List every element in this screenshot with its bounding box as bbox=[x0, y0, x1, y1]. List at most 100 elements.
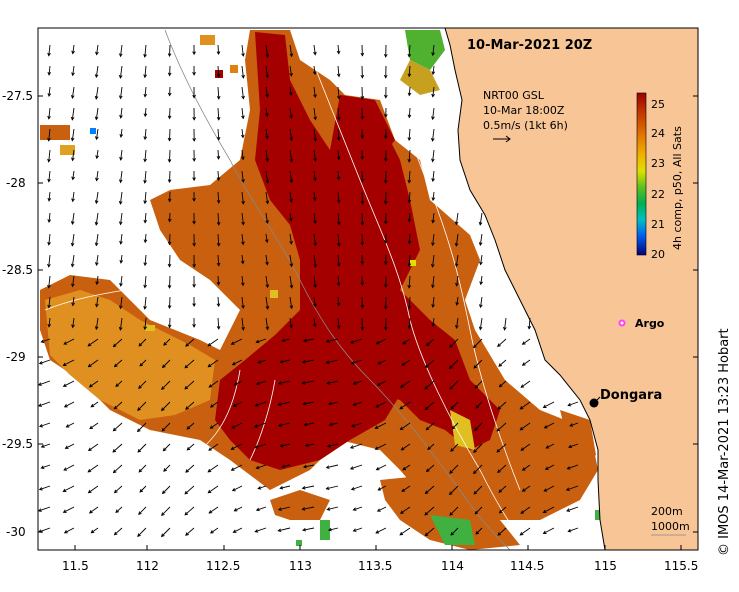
current-arrow-head bbox=[230, 341, 235, 345]
current-arrow-head bbox=[384, 94, 388, 99]
current-arrow-head bbox=[112, 427, 117, 432]
current-arrow-head bbox=[167, 305, 172, 310]
current-arrow bbox=[217, 296, 220, 307]
current-arrow-head bbox=[161, 386, 165, 390]
current-arrow-head bbox=[161, 490, 166, 495]
current-arrow-head bbox=[216, 200, 221, 204]
current-arrow bbox=[302, 401, 315, 405]
current-arrow bbox=[473, 485, 483, 495]
current-arrow bbox=[475, 527, 483, 535]
current-arrow bbox=[72, 317, 75, 328]
current-arrow bbox=[265, 44, 269, 57]
current-arrow bbox=[169, 296, 171, 309]
current-arrow-head bbox=[94, 136, 99, 141]
current-arrow bbox=[337, 170, 340, 180]
current-arrow bbox=[289, 275, 293, 288]
current-arrow-head bbox=[474, 427, 478, 432]
current-arrow-head bbox=[289, 72, 293, 77]
current-arrow-head bbox=[62, 488, 67, 492]
current-arrow-head bbox=[289, 263, 294, 268]
current-arrow-head bbox=[87, 469, 92, 473]
current-arrow bbox=[302, 359, 315, 363]
current-arrow-head bbox=[87, 363, 92, 368]
current-arrow-head bbox=[143, 158, 147, 163]
current-arrow bbox=[313, 149, 316, 162]
current-arrow bbox=[241, 128, 244, 138]
current-arrow-head bbox=[47, 52, 51, 57]
current-arrow bbox=[497, 464, 507, 473]
current-arrow bbox=[432, 44, 435, 56]
current-arrow bbox=[408, 107, 411, 118]
current-arrow-head bbox=[454, 263, 459, 268]
colorbar-label: 4h comp, p50, All Sats bbox=[671, 126, 684, 250]
current-arrow-head bbox=[377, 487, 382, 491]
current-arrow-head bbox=[301, 381, 306, 385]
current-arrow bbox=[162, 359, 171, 368]
current-arrow bbox=[163, 443, 171, 452]
current-arrow bbox=[71, 212, 75, 225]
y-tick-label: -29.5 bbox=[2, 437, 33, 451]
current-arrow-head bbox=[47, 93, 52, 98]
current-arrow-head bbox=[377, 361, 382, 365]
current-arrow bbox=[241, 296, 244, 309]
current-arrow-head bbox=[478, 221, 483, 226]
current-arrow bbox=[185, 527, 195, 536]
current-arrow bbox=[169, 254, 171, 267]
current-arrow bbox=[144, 296, 147, 309]
current-arrow-head bbox=[383, 326, 388, 331]
current-arrow bbox=[210, 401, 219, 408]
current-arrow-head bbox=[95, 155, 99, 160]
current-arrow bbox=[337, 107, 340, 120]
current-arrow-head bbox=[277, 402, 282, 407]
colorbar-tick: 25 bbox=[651, 98, 665, 111]
current-arrow bbox=[449, 359, 459, 369]
current-arrow-head bbox=[167, 198, 172, 203]
current-arrow-head bbox=[497, 469, 501, 474]
current-arrow bbox=[425, 401, 435, 410]
current-arrow bbox=[265, 149, 269, 162]
current-arrow-head bbox=[255, 381, 260, 386]
current-arrow bbox=[337, 275, 340, 286]
current-arrow-head bbox=[240, 260, 245, 265]
current-arrow bbox=[144, 212, 147, 223]
current-arrow bbox=[520, 401, 531, 410]
current-arrow-head bbox=[255, 339, 260, 344]
current-arrow bbox=[289, 233, 292, 244]
current-arrow bbox=[241, 212, 244, 225]
current-arrow bbox=[234, 380, 243, 386]
current-arrow bbox=[497, 527, 507, 536]
current-arrow bbox=[337, 317, 340, 329]
current-arrow-head bbox=[207, 489, 212, 494]
current-arrow bbox=[303, 338, 315, 342]
current-arrow bbox=[302, 527, 315, 531]
current-arrow bbox=[144, 149, 147, 162]
current-arrow bbox=[48, 275, 51, 288]
current-arrow bbox=[71, 86, 75, 99]
current-arrow-head bbox=[569, 423, 574, 427]
current-arrow bbox=[138, 506, 147, 515]
current-arrow-head bbox=[184, 511, 189, 516]
current-arrow bbox=[432, 296, 435, 308]
current-arrow-head bbox=[527, 325, 532, 330]
argo-label: Argo bbox=[635, 317, 665, 330]
current-arrow-head bbox=[349, 340, 354, 344]
map-title: 10-Mar-2021 20Z bbox=[467, 38, 592, 53]
current-arrow-head bbox=[167, 53, 172, 58]
current-arrow-head bbox=[40, 465, 45, 469]
current-arrow-head bbox=[399, 531, 404, 536]
current-arrow-head bbox=[265, 158, 270, 163]
current-arrows bbox=[38, 44, 579, 538]
current-arrow bbox=[520, 506, 531, 514]
current-arrow-head bbox=[70, 116, 75, 121]
current-arrow bbox=[265, 170, 269, 183]
current-arrow bbox=[427, 443, 435, 450]
current-arrow-head bbox=[336, 325, 341, 330]
current-arrow-head bbox=[543, 425, 548, 429]
current-arrow bbox=[139, 359, 147, 367]
current-arrow-head bbox=[498, 489, 503, 493]
current-arrow bbox=[303, 464, 315, 468]
current-arrow bbox=[88, 443, 99, 451]
current-arrow-head bbox=[313, 263, 318, 268]
current-arrow-head bbox=[325, 339, 330, 343]
current-arrow bbox=[120, 254, 123, 263]
